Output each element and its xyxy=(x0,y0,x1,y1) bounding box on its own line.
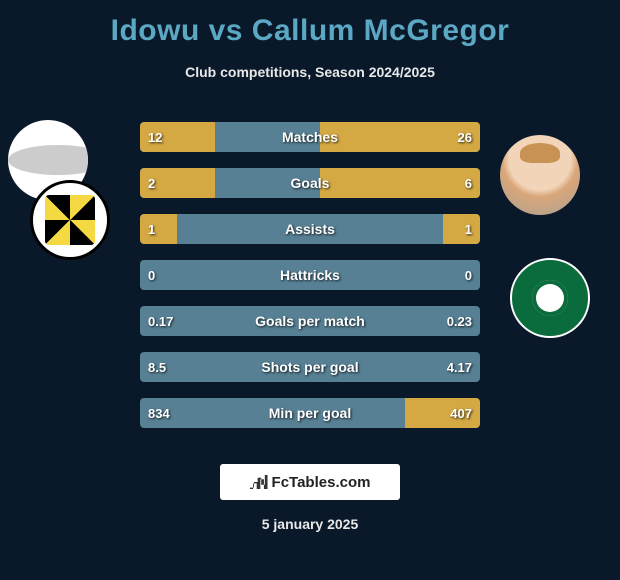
stat-label: Min per goal xyxy=(140,398,480,428)
club-badge-right xyxy=(510,258,590,338)
chart-icon xyxy=(250,475,268,489)
stat-row: 834407Min per goal xyxy=(140,398,480,428)
page-subtitle: Club competitions, Season 2024/2025 xyxy=(0,64,620,80)
stat-row: 8.54.17Shots per goal xyxy=(140,352,480,382)
stat-row: 00Hattricks xyxy=(140,260,480,290)
stat-label: Shots per goal xyxy=(140,352,480,382)
stat-label: Goals per match xyxy=(140,306,480,336)
avatar-placeholder-icon xyxy=(8,145,88,175)
stat-row: 11Assists xyxy=(140,214,480,244)
stat-label: Hattricks xyxy=(140,260,480,290)
stat-row: 26Goals xyxy=(140,168,480,198)
stat-label: Matches xyxy=(140,122,480,152)
stat-label: Assists xyxy=(140,214,480,244)
stat-row: 0.170.23Goals per match xyxy=(140,306,480,336)
player-photo-right xyxy=(500,135,580,215)
footer-logo: FcTables.com xyxy=(220,464,400,500)
footer-logo-text: FcTables.com xyxy=(272,474,371,491)
club-badge-left-pattern xyxy=(45,195,95,245)
page-title: Idowu vs Callum McGregor xyxy=(0,0,620,48)
stats-bars: 1226Matches 26Goals 11Assists 00Hattricks 0.… xyxy=(140,122,480,444)
stat-row: 1226Matches xyxy=(140,122,480,152)
club-badge-left xyxy=(30,180,110,260)
footer-date: 5 january 2025 xyxy=(0,516,620,532)
stat-label: Goals xyxy=(140,168,480,198)
